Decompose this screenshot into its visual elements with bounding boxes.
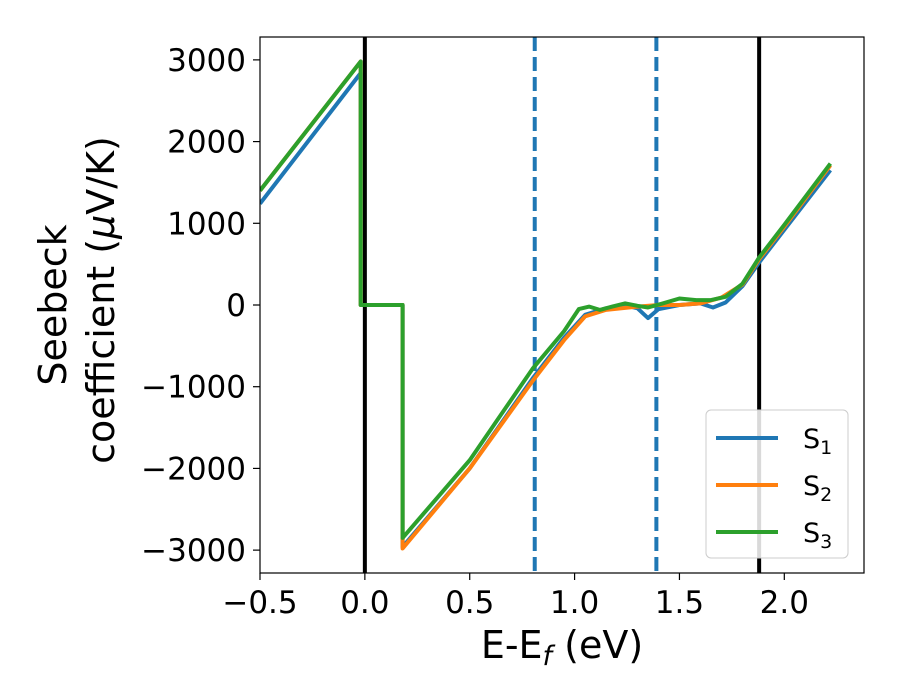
x-tick-label: 0.0 <box>340 585 389 621</box>
y-axis-title: Seebeck coefficient (μV/K) <box>31 136 123 464</box>
series-line-s3 <box>260 59 832 540</box>
y-tick-label: 1000 <box>167 206 246 242</box>
y-axis-title-line1: Seebeck <box>31 224 75 385</box>
x-axis: −0.5 0.0 0.5 1.0 1.5 2.0 <box>222 573 809 621</box>
x-axis-title: E-Ef (eV) <box>481 623 643 672</box>
y-tick-label: −1000 <box>141 370 246 406</box>
series-lines <box>260 59 832 551</box>
y-tick-label: −2000 <box>141 451 246 487</box>
y-tick-label: 3000 <box>167 43 246 79</box>
x-tick-label: 1.5 <box>655 585 704 621</box>
y-tick-label: 2000 <box>167 125 246 161</box>
x-tick-label: 0.5 <box>445 585 494 621</box>
y-axis: 3000 2000 1000 0 −1000 −2000 −3000 <box>141 43 260 569</box>
x-tick-label: −0.5 <box>222 585 297 621</box>
x-tick-label: 1.0 <box>550 585 599 621</box>
x-tick-label: 2.0 <box>760 585 809 621</box>
y-tick-label: 0 <box>226 288 246 324</box>
y-axis-title-line2: coefficient (μV/K) <box>79 136 123 464</box>
y-tick-label: −3000 <box>141 533 246 569</box>
